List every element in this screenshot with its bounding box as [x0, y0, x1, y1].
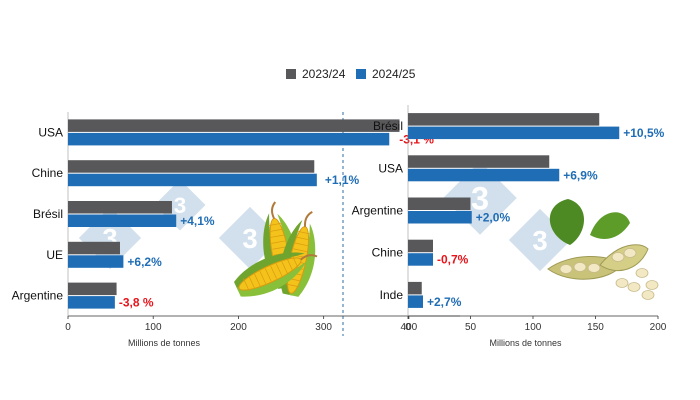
- change-label: +2,7%: [427, 295, 462, 309]
- svg-text:3: 3: [242, 223, 257, 254]
- chart-soy-production: 0 50 100 150 200 Millions de tonnes Brésil +10,…: [352, 105, 667, 348]
- change-label: +4,1%: [180, 214, 215, 228]
- category-label: Argentine: [12, 289, 64, 303]
- x-tick-label: 200: [650, 322, 667, 333]
- bar-2023: [408, 155, 550, 168]
- x-tick-label: 0: [65, 322, 71, 333]
- bar-2024: [408, 295, 423, 308]
- bar-2024: [408, 253, 433, 266]
- bar-2023: [68, 201, 172, 214]
- corn-cobs-icon: [233, 201, 318, 297]
- svg-text:3: 3: [174, 193, 187, 218]
- bar-2023: [68, 282, 117, 296]
- bar-2023: [408, 281, 422, 295]
- category-label: Brésil: [33, 207, 63, 221]
- legend-swatch-2023: [286, 69, 296, 79]
- x-tick-label: 300: [315, 322, 332, 333]
- x-tick-label: 200: [230, 322, 247, 333]
- x-tick-label: 50: [465, 322, 477, 333]
- x-axis-label: Millions de tonnes: [128, 338, 201, 348]
- bar-2023: [408, 239, 433, 253]
- change-label: -0,7%: [437, 253, 469, 267]
- category-label: Chine: [32, 166, 64, 180]
- category-label: Brésil: [373, 119, 403, 133]
- bar-2024: [68, 296, 115, 309]
- legend: 2023/24 2024/25: [0, 66, 700, 82]
- change-label: +6,9%: [563, 168, 598, 182]
- category-label: USA: [378, 161, 403, 175]
- svg-text:3: 3: [532, 225, 547, 256]
- bar-2024: [408, 211, 472, 224]
- bar-2024: [68, 173, 317, 187]
- bar-2024: [68, 214, 177, 227]
- bar-2023: [68, 119, 400, 132]
- category-label: USA: [38, 125, 63, 139]
- soybean-pods-icon: [547, 199, 659, 300]
- x-tick-label: 100: [525, 322, 542, 333]
- x-axis-label: Millions de tonnes: [489, 338, 562, 348]
- category-label: Chine: [372, 246, 404, 260]
- bar-2024: [68, 132, 390, 146]
- change-label: +1,1%: [325, 173, 360, 187]
- bar-2023: [408, 197, 471, 210]
- x-tick-label: 150: [587, 322, 604, 333]
- change-label: +6,2%: [127, 255, 162, 269]
- change-label: +2,0%: [476, 211, 511, 225]
- change-label: -3,8 %: [119, 296, 154, 310]
- category-label: UE: [46, 248, 63, 262]
- legend-item-2024: 2024/25: [356, 66, 415, 82]
- change-label: +10,5%: [623, 126, 664, 140]
- x-tick-label: 100: [145, 322, 162, 333]
- legend-label-2023: 2023/24: [302, 67, 346, 81]
- legend-label-2024: 2024/25: [372, 67, 416, 81]
- bar-2024: [408, 126, 620, 140]
- bar-2024: [408, 168, 560, 182]
- svg-text:3: 3: [471, 181, 489, 217]
- bar-2023: [68, 160, 315, 173]
- category-label: Argentine: [352, 204, 404, 218]
- legend-swatch-2024: [356, 69, 366, 79]
- category-label: Inde: [380, 288, 404, 302]
- bar-2023: [68, 241, 120, 255]
- x-tick-label: 400: [401, 322, 418, 333]
- legend-item-2023: 2023/24: [286, 66, 345, 82]
- bar-2023: [408, 113, 600, 126]
- x-tick-label: 0: [405, 322, 411, 333]
- bar-2024: [68, 255, 124, 268]
